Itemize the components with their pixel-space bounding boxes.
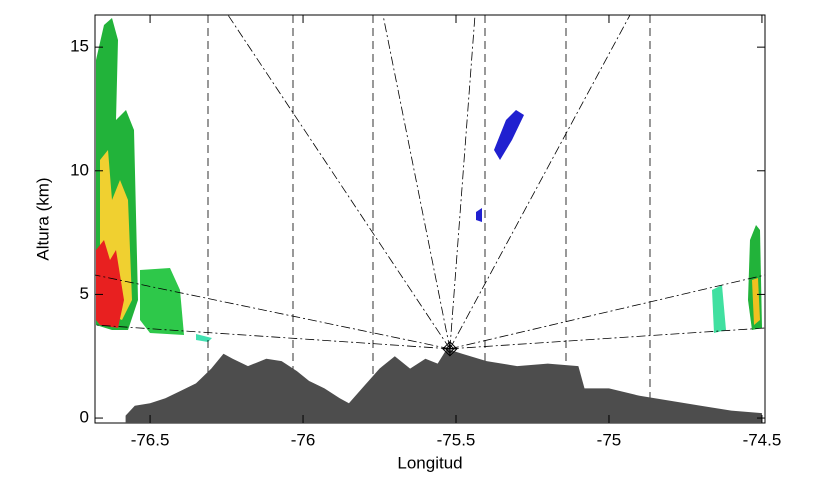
y-tick-label: 0 — [80, 408, 89, 427]
x-tick-label: -76.5 — [131, 430, 170, 449]
x-tick-label: -75 — [597, 430, 622, 449]
scan-ray — [449, 327, 766, 350]
scan-ray — [382, 14, 451, 349]
echoes — [96, 18, 762, 342]
scan-ray — [449, 14, 476, 349]
x-axis-label: Longitud — [397, 453, 462, 472]
scan-ray — [449, 14, 631, 350]
scan-ray — [94, 324, 450, 350]
y-tick-label: 15 — [70, 37, 89, 56]
radar-marker — [442, 341, 458, 357]
scan-ray — [227, 14, 451, 350]
x-tick-label: -74.5 — [743, 430, 782, 449]
scan-ray — [449, 274, 766, 350]
y-tick-label: 10 — [70, 160, 89, 179]
terrain — [125, 348, 762, 423]
scan-ray — [94, 274, 450, 350]
y-axis-label: Altura (km) — [33, 177, 52, 260]
x-tick-label: -75.5 — [437, 430, 476, 449]
y-tick-label: 5 — [80, 284, 89, 303]
x-tick-label: -76 — [291, 430, 316, 449]
